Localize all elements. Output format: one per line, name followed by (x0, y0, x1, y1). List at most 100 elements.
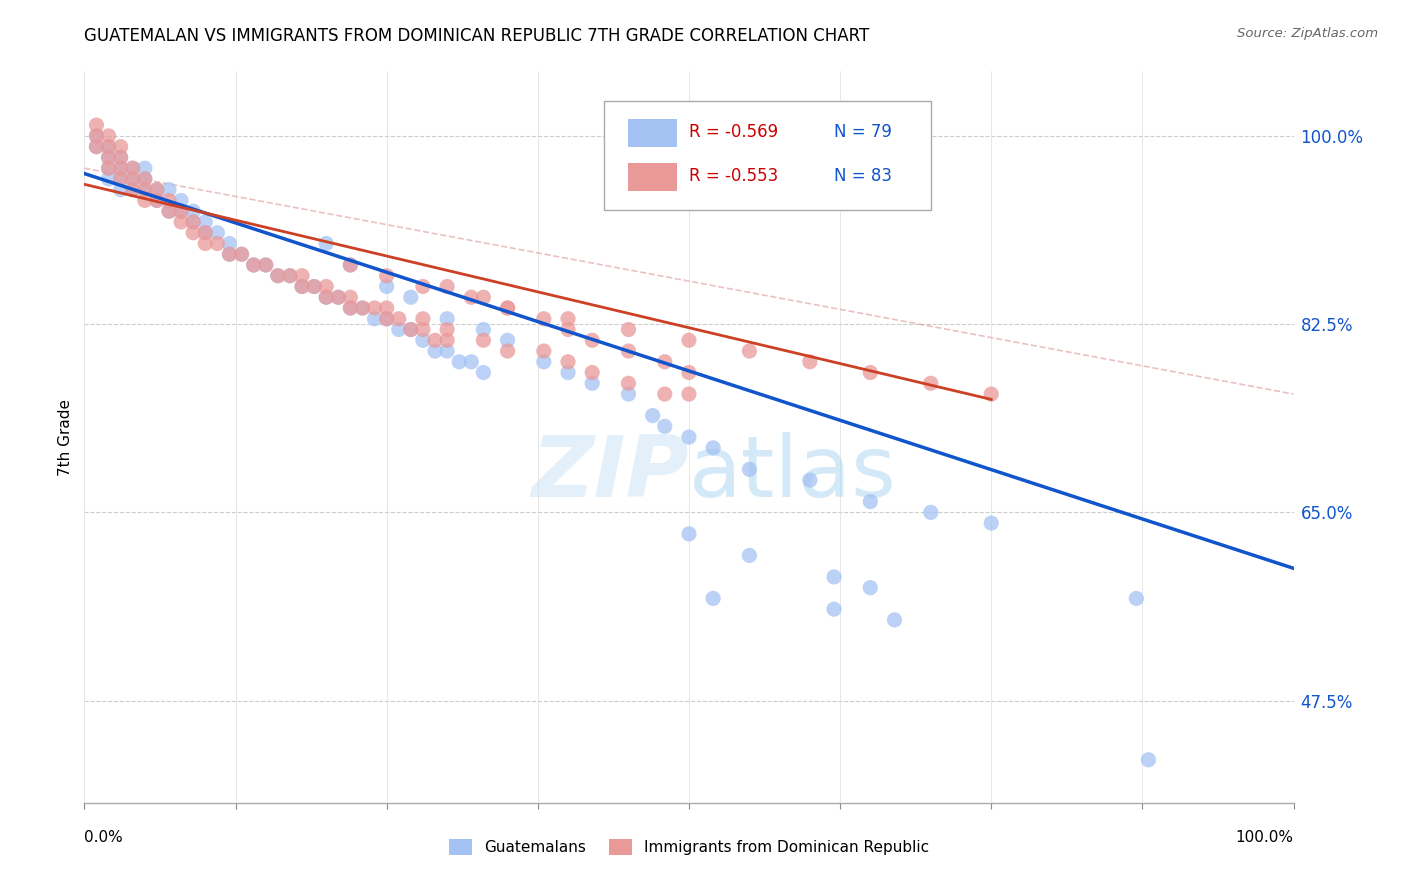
Point (121, 161, 143, 176)
Point (436, 279, 458, 293)
Point (460, 355, 482, 369)
Point (423, 333, 446, 347)
Point (170, 215, 193, 229)
Point (267, 268, 290, 283)
Point (242, 258, 264, 272)
Point (97, 161, 120, 176)
Point (436, 333, 458, 347)
FancyBboxPatch shape (628, 119, 676, 146)
Point (339, 290, 361, 304)
Point (110, 183, 132, 197)
Text: ZIP: ZIP (531, 432, 689, 516)
Point (254, 258, 277, 272)
Point (399, 322, 422, 336)
Point (980, 387, 1002, 401)
Point (1137, 753, 1160, 767)
Text: N = 79: N = 79 (834, 123, 891, 141)
Point (134, 183, 156, 197)
Point (194, 236, 217, 251)
Point (581, 366, 603, 380)
Point (496, 344, 519, 359)
Point (859, 581, 882, 595)
Point (218, 236, 240, 251)
Point (339, 258, 361, 272)
Point (242, 258, 264, 272)
Point (110, 161, 132, 176)
Text: 0.0%: 0.0% (84, 830, 124, 845)
Point (617, 322, 640, 336)
Point (920, 376, 942, 391)
Point (134, 172, 156, 186)
Point (86, 139, 108, 153)
Point (278, 268, 301, 283)
Point (86, 128, 108, 143)
Point (412, 322, 434, 336)
Point (110, 161, 132, 176)
Point (617, 376, 640, 391)
Point (170, 194, 193, 208)
Point (363, 311, 385, 326)
Point (194, 226, 217, 240)
Point (291, 279, 314, 293)
Text: N = 83: N = 83 (834, 167, 891, 185)
Point (460, 290, 482, 304)
Point (581, 333, 603, 347)
Point (134, 194, 156, 208)
Point (678, 430, 700, 444)
Point (97, 161, 120, 176)
Point (315, 236, 337, 251)
Point (412, 279, 434, 293)
Point (617, 387, 640, 401)
Point (496, 301, 519, 315)
Point (702, 441, 724, 455)
Point (231, 247, 253, 261)
Point (278, 268, 301, 283)
Point (231, 247, 253, 261)
Point (399, 290, 422, 304)
Point (86, 128, 108, 143)
Point (352, 301, 374, 315)
Point (157, 183, 180, 197)
Point (194, 215, 217, 229)
Text: 100.0%: 100.0% (1236, 830, 1294, 845)
Point (110, 172, 132, 186)
Point (557, 366, 579, 380)
Point (315, 279, 337, 293)
Text: R = -0.569: R = -0.569 (689, 123, 778, 141)
Point (375, 311, 398, 326)
Point (375, 268, 398, 283)
Point (97, 172, 120, 186)
Point (859, 494, 882, 508)
Point (146, 194, 169, 208)
Point (496, 301, 519, 315)
Point (97, 139, 120, 153)
Point (449, 355, 471, 369)
Point (110, 172, 132, 186)
Text: Source: ZipAtlas.com: Source: ZipAtlas.com (1237, 27, 1378, 40)
Point (339, 301, 361, 315)
Point (388, 311, 411, 326)
Point (121, 183, 143, 197)
Point (121, 172, 143, 186)
Point (533, 311, 555, 326)
Point (738, 344, 761, 359)
Point (97, 150, 120, 164)
Point (302, 279, 325, 293)
Point (315, 290, 337, 304)
Point (678, 387, 700, 401)
Point (617, 344, 640, 359)
Point (146, 183, 169, 197)
Point (883, 613, 905, 627)
Point (472, 322, 495, 336)
Point (557, 322, 579, 336)
Point (799, 473, 821, 487)
Point (110, 139, 132, 153)
Point (134, 172, 156, 186)
Point (654, 387, 676, 401)
Point (472, 333, 495, 347)
Point (654, 355, 676, 369)
Point (121, 183, 143, 197)
Point (472, 290, 495, 304)
FancyBboxPatch shape (605, 101, 931, 211)
Point (328, 290, 350, 304)
